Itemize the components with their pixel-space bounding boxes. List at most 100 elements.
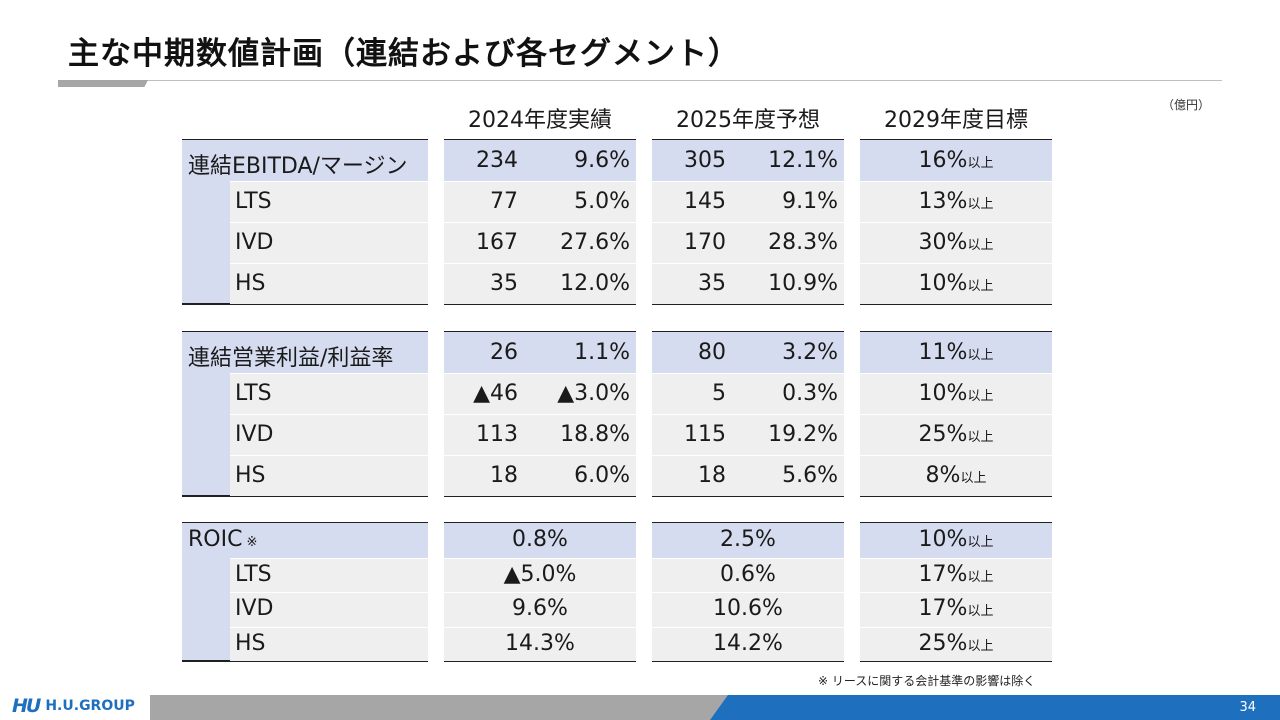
- roic-note-mark: ※: [246, 535, 258, 551]
- row-separator: [230, 373, 428, 374]
- value-2024: 18: [490, 462, 518, 488]
- row-label-total: ROIC ※: [188, 527, 258, 553]
- table-rule-bottom: [444, 495, 636, 497]
- value-2025: 18: [698, 462, 726, 488]
- target-value: 25%: [918, 421, 968, 447]
- label-band: [230, 373, 428, 414]
- target-suffix: 以上: [960, 470, 987, 486]
- roic-2025: 0.6%: [720, 561, 776, 587]
- ratio-2024: 9.6%: [574, 147, 630, 173]
- value-band: [860, 181, 1052, 222]
- value-band: [444, 626, 636, 661]
- value-band: [652, 373, 844, 414]
- ratio-2025: 28.3%: [768, 229, 838, 255]
- target-value: 17%: [918, 561, 968, 587]
- footer-accent: [710, 695, 1280, 720]
- ratio-2024: 1.1%: [574, 339, 630, 365]
- label-band: [230, 592, 428, 627]
- column-header-2025: 2025年度予想: [676, 108, 820, 133]
- roic-2024: ▲5.0%: [503, 561, 577, 587]
- row-separator: [230, 455, 428, 456]
- value-2024: 26: [490, 339, 518, 365]
- value-band: [860, 455, 1052, 496]
- value-band: [860, 414, 1052, 455]
- row-separator: [444, 592, 636, 593]
- target-value: 16%: [918, 147, 968, 173]
- row-separator: [444, 626, 636, 628]
- ratio-2025: 0.3%: [782, 380, 838, 406]
- value-band: [860, 626, 1052, 661]
- ratio-2025: 9.1%: [782, 188, 838, 214]
- target-suffix: 以上: [967, 638, 994, 654]
- label-band: [230, 626, 428, 661]
- value-2024: 35: [490, 270, 518, 296]
- label-band: [182, 332, 428, 373]
- value-band: [860, 140, 1052, 181]
- target-2029: 11%以上: [860, 340, 1052, 365]
- roic-2025: 10.6%: [713, 596, 783, 622]
- value-band: [860, 592, 1052, 627]
- table-rule-bottom: [860, 660, 1052, 662]
- value-band: [444, 592, 636, 627]
- row-separator: [652, 455, 844, 456]
- title-underline: [58, 80, 1222, 81]
- row-separator: [230, 263, 428, 264]
- row-separator: [860, 455, 1052, 456]
- row-separator: [444, 181, 636, 182]
- target-2029: 25%以上: [860, 631, 1052, 656]
- row-separator: [652, 592, 844, 593]
- row-separator: [230, 181, 428, 182]
- row-label-segment: HS: [235, 630, 266, 656]
- value-band: [652, 592, 844, 627]
- row-separator: [444, 373, 636, 374]
- segment-indent-bar: [182, 373, 230, 496]
- footnote: ※ リースに関する会計基準の影響は除く: [818, 674, 1036, 688]
- target-value: 17%: [918, 596, 968, 622]
- row-separator: [230, 222, 428, 223]
- target-suffix: 以上: [967, 535, 994, 551]
- row-separator: [860, 263, 1052, 264]
- column-header-2029: 2029年度目標: [884, 108, 1028, 133]
- ratio-2025: 5.6%: [782, 462, 838, 488]
- label-band: [182, 140, 428, 181]
- target-value: 10%: [918, 270, 968, 296]
- row-separator: [860, 557, 1052, 559]
- row-label-segment: LTS: [235, 561, 272, 587]
- row-label-segment: IVD: [235, 229, 274, 255]
- row-separator: [230, 592, 428, 593]
- label-band: [182, 523, 428, 558]
- row-separator: [652, 414, 844, 415]
- value-2025: 305: [684, 147, 726, 173]
- value-band: [860, 263, 1052, 304]
- table-rule-bottom: [182, 495, 428, 497]
- table-rule-bottom: [444, 303, 636, 305]
- target-value: 30%: [918, 229, 968, 255]
- target-2029: 10%以上: [860, 381, 1052, 406]
- target-value: 25%: [918, 630, 968, 656]
- table-rule-bottom: [860, 303, 1052, 305]
- value-2025: 170: [684, 229, 726, 255]
- row-separator: [652, 181, 844, 182]
- row-label-segment: IVD: [235, 596, 274, 622]
- target-suffix: 以上: [967, 155, 994, 171]
- ratio-2024: 6.0%: [574, 462, 630, 488]
- ratio-2024: ▲3.0%: [557, 380, 630, 406]
- company-logo: HU H.U.GROUP: [12, 694, 135, 718]
- roic-2025: 2.5%: [720, 527, 776, 553]
- target-suffix: 以上: [967, 196, 994, 212]
- table-rule-bottom: [444, 660, 636, 662]
- target-value: 13%: [918, 188, 968, 214]
- target-suffix: 以上: [967, 278, 994, 294]
- value-2025: 5: [712, 380, 726, 406]
- row-separator: [444, 414, 636, 415]
- value-band: [652, 626, 844, 661]
- value-band: [444, 332, 636, 373]
- value-band: [652, 332, 844, 373]
- value-2025: 145: [684, 188, 726, 214]
- row-separator: [652, 373, 844, 374]
- target-suffix: 以上: [967, 237, 994, 253]
- value-band: [444, 263, 636, 304]
- segment-indent-bar: [182, 181, 230, 304]
- logo-mark: HU: [12, 695, 41, 717]
- row-separator: [230, 626, 428, 628]
